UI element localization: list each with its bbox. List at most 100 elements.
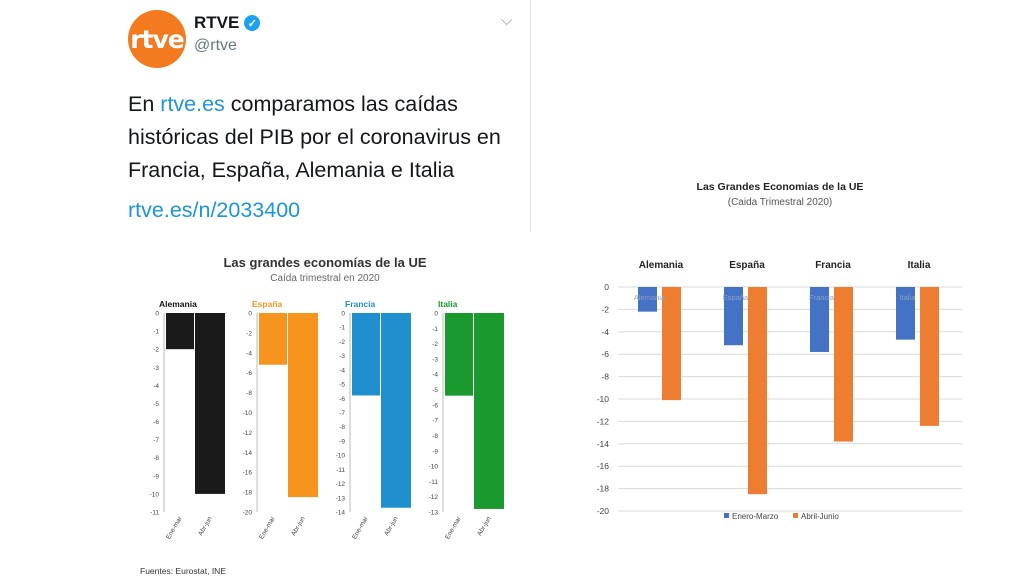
divider <box>530 0 531 232</box>
panel-tick-3: -4 <box>432 372 438 379</box>
panel-tick-1: -2 <box>246 330 252 337</box>
panel-tick-3: -8 <box>432 433 438 440</box>
panel-bar-2-1 <box>381 313 411 508</box>
chart2-inner-label: Alemania <box>634 293 666 302</box>
panel-tick-2: -5 <box>339 382 345 389</box>
tweet: rtve RTVE ✓ @rtve ⌵ En rtve.es comparamo… <box>0 0 530 235</box>
panel-tick-3: 0 <box>434 311 438 318</box>
panel-bar-0-1 <box>195 313 225 494</box>
panel-bar-0-0 <box>166 313 194 350</box>
panel-tick-1: -18 <box>243 490 253 497</box>
panel-tick-0: -3 <box>153 365 159 372</box>
panel-tick-1: 0 <box>248 311 252 318</box>
chart2-tick: -4 <box>601 327 609 337</box>
panel-tick-3: -10 <box>429 464 439 471</box>
panel-tick-0: -11 <box>150 510 159 517</box>
panel-tick-0: -4 <box>153 383 159 390</box>
panel-tick-2: -12 <box>336 481 346 488</box>
chart2-bar-0-1 <box>662 287 681 401</box>
panel-bar-1-0 <box>259 313 287 365</box>
chart2-legend-swatch-1 <box>793 513 798 518</box>
chart2-bar-3-0 <box>896 287 915 340</box>
chart2-bar-0-0 <box>638 287 657 312</box>
chart2-tick: -8 <box>601 372 609 382</box>
panel-tick-0: -10 <box>150 491 160 498</box>
panel-tick-2: -11 <box>336 467 345 474</box>
panel-bar-2-0 <box>352 313 380 396</box>
panel-tick-2: -1 <box>339 325 345 332</box>
panel-tick-2: -9 <box>339 438 345 445</box>
panel-tick-2: -7 <box>339 410 345 417</box>
user-handle[interactable]: @rtve <box>194 37 237 54</box>
inline-link[interactable]: rtve.es <box>160 92 225 116</box>
panel-bar-3-0 <box>445 313 473 396</box>
panel-label-2: Francia <box>345 299 376 309</box>
chart1-subtitle: Caída trimestral en 2020 <box>270 273 380 284</box>
panel-tick-2: -14 <box>336 510 346 517</box>
verified-badge-icon: ✓ <box>244 15 261 31</box>
chart2-inner-label: España <box>723 293 749 302</box>
chart2-inner-label: Francia <box>809 293 835 302</box>
panel-tick-2: -10 <box>336 453 346 460</box>
panel-tick-0: -1 <box>153 329 159 336</box>
chart1-title: Las grandes economías de la UE <box>223 255 427 270</box>
panel-tick-1: -14 <box>243 450 253 457</box>
panel-tick-1: -20 <box>243 510 253 517</box>
chart2-category-label: España <box>729 260 765 271</box>
tweet-text: En rtve.es comparamos las caídas históri… <box>128 92 501 182</box>
panel-tick-1: -10 <box>243 410 253 417</box>
chart2-category-label: Alemania <box>639 260 684 271</box>
panel-tick-0: -9 <box>153 473 159 480</box>
chart2-tick: -16 <box>597 461 610 471</box>
panel-tick-0: -5 <box>153 401 159 408</box>
panel-tick-3: -3 <box>432 356 438 363</box>
panel-tick-3: -6 <box>432 402 438 409</box>
chart2-bar-1-0 <box>724 287 743 346</box>
chart2-category-label: Italia <box>908 260 931 271</box>
panel-tick-1: -6 <box>246 370 252 377</box>
chart2-legend-label-1: Abril-Junio <box>801 512 839 521</box>
panel-tick-3: -11 <box>429 479 438 486</box>
chart2-category-label: Francia <box>815 260 851 271</box>
panel-tick-3: -7 <box>432 418 438 425</box>
tweet-link[interactable]: rtve.es/n/2033400 <box>128 198 301 222</box>
panel-tick-2: -2 <box>339 339 345 346</box>
panel-label-1: España <box>252 299 283 309</box>
chart2-legend-label-0: Enero-Marzo <box>732 512 779 521</box>
chart2-tick: -12 <box>597 416 610 426</box>
panel-tick-0: -6 <box>153 419 159 426</box>
panel-tick-3: -12 <box>429 494 439 501</box>
panel-label-3: Italia <box>438 299 458 309</box>
panel-bar-3-1 <box>474 313 504 509</box>
chevron-down-icon[interactable]: ⌵ <box>501 12 513 29</box>
panel-tick-0: 0 <box>155 311 159 318</box>
panel-tick-3: -1 <box>432 326 438 333</box>
chart2-tick: -2 <box>601 304 609 314</box>
chart2-tick: -6 <box>601 349 609 359</box>
display-name[interactable]: RTVE ✓ <box>194 13 261 33</box>
chart2-tick: -20 <box>597 506 610 516</box>
chart2-legend-swatch-0 <box>724 513 729 518</box>
panel-tick-2: 0 <box>341 311 345 318</box>
panel-tick-1: -4 <box>246 350 252 357</box>
chart2-inner-label: Italia <box>900 293 917 302</box>
chart2-tick: -10 <box>597 394 610 404</box>
panel-label-0: Alemania <box>159 299 197 309</box>
panel-tick-1: -16 <box>243 470 253 477</box>
rtve-avatar[interactable]: rtve <box>128 10 186 68</box>
panel-tick-2: -4 <box>339 367 345 374</box>
panel-tick-1: -12 <box>243 430 253 437</box>
chart2-tick: -18 <box>597 484 610 494</box>
panel-bar-1-1 <box>288 313 318 498</box>
chart2-bar-1-1 <box>748 287 767 495</box>
panel-tick-0: -2 <box>153 347 159 354</box>
source-note: Fuentes: Eurostat, INE <box>140 566 226 576</box>
panel-tick-2: -13 <box>336 495 346 502</box>
chart2-tick: -14 <box>597 439 610 449</box>
panel-tick-3: -2 <box>432 341 438 348</box>
panel-tick-2: -8 <box>339 424 345 431</box>
chart2-bar-2-1 <box>834 287 853 442</box>
panel-tick-1: -8 <box>246 390 252 397</box>
